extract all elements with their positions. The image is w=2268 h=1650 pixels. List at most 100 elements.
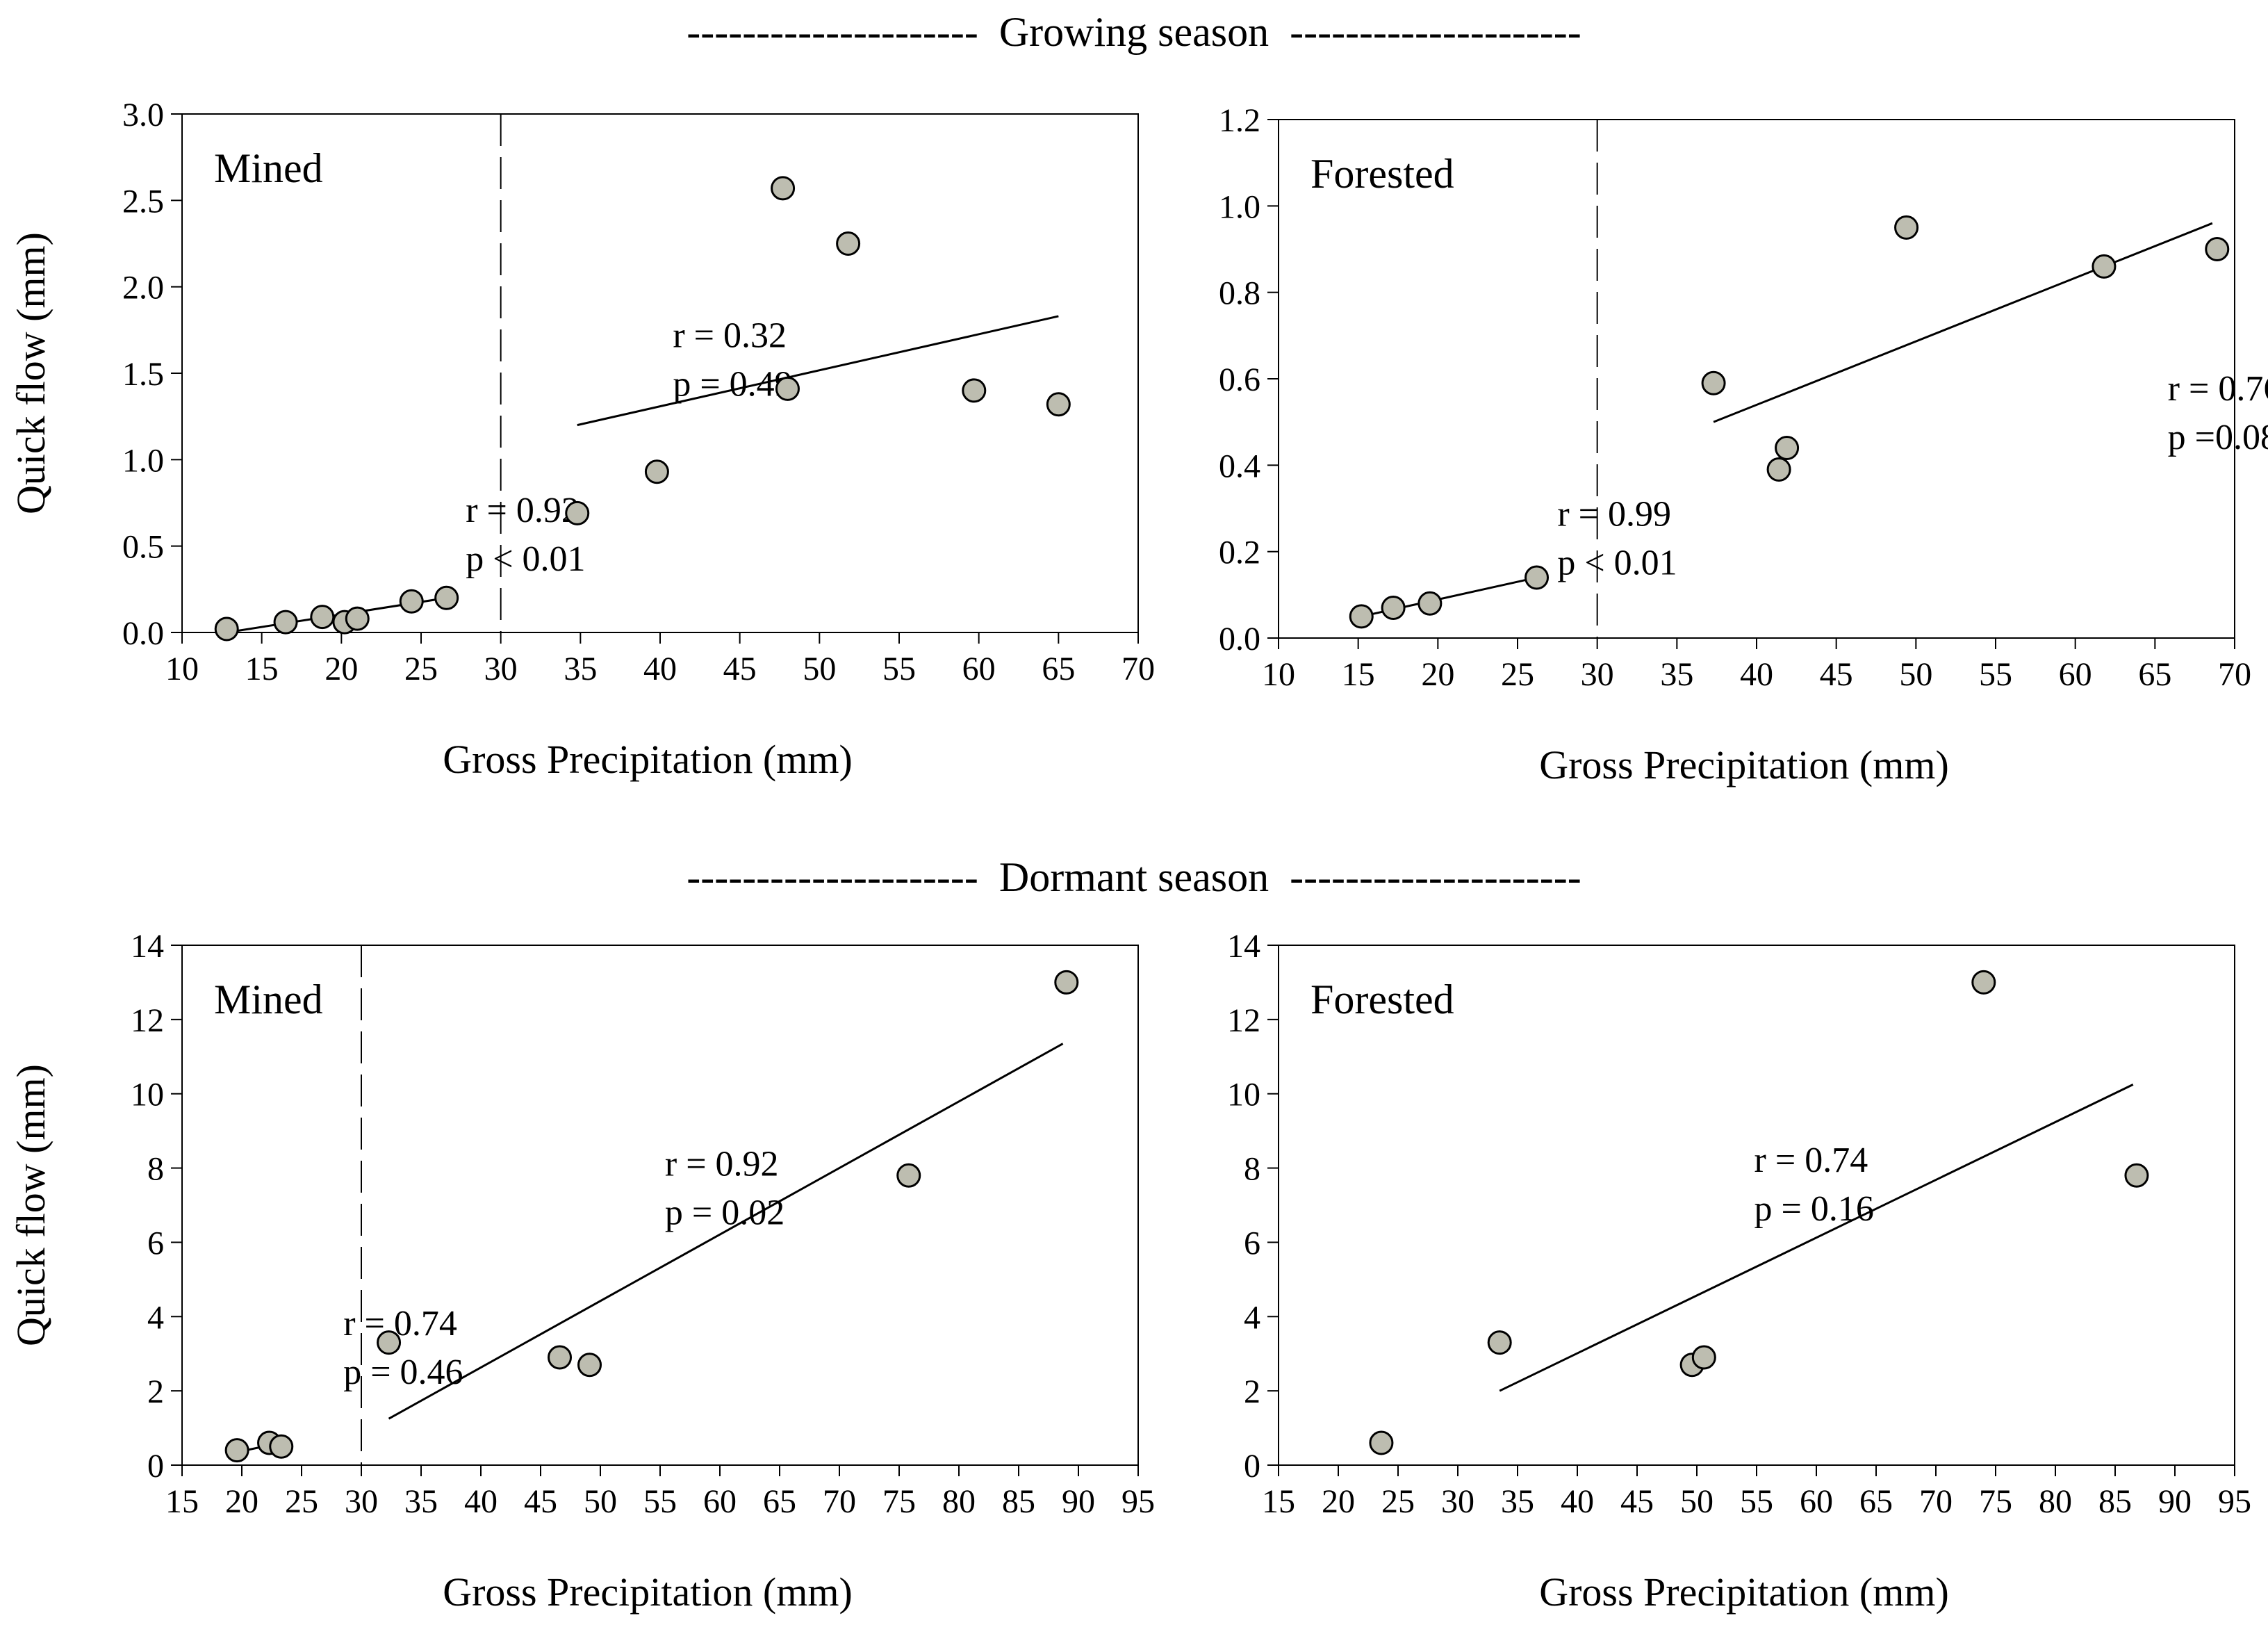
x-tick-label: 95 xyxy=(2218,1483,2251,1520)
x-tick-label: 15 xyxy=(165,1483,199,1520)
x-tick-label: 55 xyxy=(643,1483,677,1520)
x-tick-label: 60 xyxy=(1800,1483,1833,1520)
x-tick-label: 80 xyxy=(942,1483,976,1520)
data-point xyxy=(2205,237,2230,261)
data-point xyxy=(214,616,239,642)
x-tick-label: 40 xyxy=(1740,656,1773,693)
x-tick-label: 15 xyxy=(1342,656,1375,693)
x-tick-label: 20 xyxy=(324,651,358,687)
x-tick-label: 40 xyxy=(1561,1483,1594,1520)
data-point xyxy=(775,376,800,401)
data-point xyxy=(310,605,335,630)
regression-stat: p < 0.01 xyxy=(466,539,585,579)
y-tick-label: 1.5 xyxy=(122,356,164,393)
x-tick-label: 65 xyxy=(1042,651,1075,687)
x-tick-label: 90 xyxy=(2158,1483,2192,1520)
x-tick-label: 30 xyxy=(1441,1483,1474,1520)
x-tick-label: 35 xyxy=(1660,656,1693,693)
y-tick-label: 12 xyxy=(1227,1002,1260,1039)
data-point xyxy=(273,610,298,635)
y-tick-label: 8 xyxy=(147,1151,164,1188)
y-tick-label: 2 xyxy=(1244,1373,1260,1410)
y-tick-label: 0.5 xyxy=(122,529,164,566)
regression-stat: p < 0.01 xyxy=(1557,543,1677,582)
data-point xyxy=(1701,370,1726,395)
x-axis-label: Gross Precipitation (mm) xyxy=(443,1569,853,1615)
data-point xyxy=(771,176,796,201)
x-tick-label: 85 xyxy=(2098,1483,2132,1520)
x-tick-label: 50 xyxy=(584,1483,617,1520)
data-point xyxy=(1525,565,1550,590)
panel-label: Mined xyxy=(214,145,323,191)
y-tick-label: 10 xyxy=(131,1077,164,1113)
data-point xyxy=(1766,457,1791,482)
x-tick-label: 65 xyxy=(1859,1483,1893,1520)
y-axis-label: Quick flow (mm) xyxy=(8,1064,54,1346)
x-tick-label: 60 xyxy=(962,651,996,687)
x-tick-label: 35 xyxy=(564,651,597,687)
y-tick-label: 0.0 xyxy=(122,615,164,652)
regression-line xyxy=(1499,1084,2134,1392)
data-point xyxy=(1971,970,1996,995)
y-tick-label: 6 xyxy=(147,1225,164,1261)
y-tick-label: 6 xyxy=(1244,1225,1260,1261)
data-point xyxy=(1381,595,1406,620)
regression-line xyxy=(577,315,1059,427)
regression-line xyxy=(388,1043,1064,1420)
dormant-season-header: --------------------- Dormant season ---… xyxy=(687,854,1581,900)
regression-stat: r = 0.99 xyxy=(1557,494,1671,534)
y-tick-label: 4 xyxy=(147,1299,164,1336)
x-tick-label: 55 xyxy=(1979,656,2012,693)
data-point xyxy=(2092,254,2117,279)
data-point xyxy=(896,1163,921,1188)
x-tick-label: 85 xyxy=(1002,1483,1035,1520)
data-point xyxy=(1369,1430,1394,1455)
y-tick-label: 0 xyxy=(1244,1448,1260,1485)
x-tick-label: 25 xyxy=(1381,1483,1415,1520)
x-tick-label: 70 xyxy=(823,1483,856,1520)
x-tick-label: 65 xyxy=(763,1483,796,1520)
x-tick-label: 25 xyxy=(404,651,438,687)
x-tick-label: 40 xyxy=(464,1483,498,1520)
regression-stat: r = 0.92 xyxy=(665,1144,779,1184)
y-tick-label: 3.0 xyxy=(122,97,164,133)
data-point xyxy=(548,1345,573,1370)
data-point xyxy=(836,231,861,256)
growing-season-header: --------------------- Growing season ---… xyxy=(687,9,1581,55)
x-tick-label: 20 xyxy=(225,1483,258,1520)
x-axis-label: Gross Precipitation (mm) xyxy=(1539,742,1949,787)
data-point xyxy=(1775,435,1800,460)
regression-stat: r = 0.74 xyxy=(343,1304,457,1343)
x-tick-label: 35 xyxy=(1501,1483,1534,1520)
data-point xyxy=(1894,215,1919,240)
regression-stat: r = 0.74 xyxy=(1755,1141,1868,1180)
data-point xyxy=(345,606,370,631)
x-tick-label: 10 xyxy=(1262,656,1295,693)
y-tick-label: 14 xyxy=(1227,928,1260,965)
x-tick-label: 50 xyxy=(1899,656,1932,693)
x-tick-label: 25 xyxy=(285,1483,318,1520)
y-tick-label: 0.2 xyxy=(1219,534,1260,571)
x-tick-label: 50 xyxy=(803,651,836,687)
chart-panel-1: 10 15 20 25 30 35 40 45 50 55 60 65 70 0.0 0.5 1.0 1.5 2.… xyxy=(8,97,1155,782)
data-point xyxy=(377,1330,402,1355)
x-tick-label: 45 xyxy=(1620,1483,1654,1520)
x-axis-label: Gross Precipitation (mm) xyxy=(1539,1569,1949,1615)
x-tick-label: 90 xyxy=(1062,1483,1095,1520)
x-tick-label: 30 xyxy=(345,1483,378,1520)
x-tick-label: 25 xyxy=(1501,656,1534,693)
data-point xyxy=(962,378,987,403)
y-tick-label: 0.0 xyxy=(1219,621,1260,657)
x-axis-label: Gross Precipitation (mm) xyxy=(443,737,853,782)
panel-label: Mined xyxy=(214,977,323,1022)
y-tick-label: 8 xyxy=(1244,1151,1260,1188)
data-point xyxy=(2124,1163,2149,1188)
data-point xyxy=(269,1434,294,1459)
regression-line xyxy=(1713,222,2213,423)
y-tick-label: 4 xyxy=(1244,1299,1260,1336)
x-tick-label: 30 xyxy=(484,651,518,687)
plot-frame xyxy=(181,945,1139,1466)
data-point xyxy=(1691,1345,1716,1370)
panel-label: Forested xyxy=(1310,151,1454,197)
data-point xyxy=(577,1353,602,1378)
